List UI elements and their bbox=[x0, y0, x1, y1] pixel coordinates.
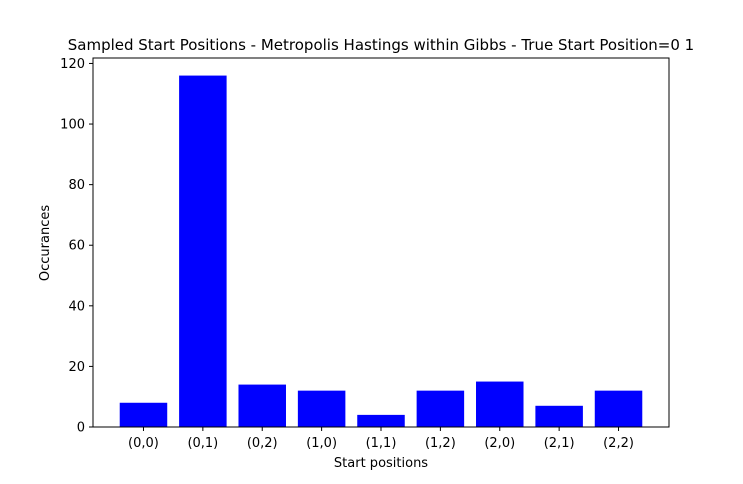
y-axis-label: Occurances bbox=[38, 205, 53, 281]
y-axis-ticks: 0 20 40 60 80 100 120 bbox=[60, 57, 93, 436]
bars-group bbox=[119, 75, 643, 428]
x-axis-ticks: (0,0) (0,1) (0,2) (1,0) (1,1) (1,2) (2,0) (2,1)… bbox=[128, 427, 634, 451]
chart-title: Sampled Start Positions - Metropolis Has… bbox=[68, 36, 694, 54]
y-tick-label: 100 bbox=[60, 118, 85, 133]
x-tick-label: (0,0) bbox=[128, 436, 159, 451]
bar-(2,1) bbox=[535, 405, 583, 427]
y-tick-label: 120 bbox=[60, 57, 85, 72]
y-tick-label: 20 bbox=[68, 360, 85, 375]
x-tick-label: (1,2) bbox=[425, 436, 456, 451]
x-tick-label: (0,2) bbox=[247, 436, 278, 451]
x-tick-label: (2,2) bbox=[603, 436, 634, 451]
bar-(2,2) bbox=[594, 390, 643, 427]
bar-(1,1) bbox=[357, 414, 405, 427]
y-tick-label: 40 bbox=[68, 299, 85, 314]
x-tick-label: (2,0) bbox=[484, 436, 515, 451]
bar-(1,0) bbox=[297, 390, 346, 427]
bar-(0,0) bbox=[119, 402, 168, 427]
x-tick-label: (1,0) bbox=[306, 436, 337, 451]
x-axis-label: Start positions bbox=[334, 456, 428, 471]
bar-(1,2) bbox=[416, 390, 465, 427]
y-tick-label: 0 bbox=[77, 421, 85, 436]
y-tick-label: 80 bbox=[68, 178, 85, 193]
x-tick-label: (2,1) bbox=[544, 436, 575, 451]
bar-(0,1) bbox=[179, 75, 227, 428]
bar-(0,2) bbox=[238, 384, 286, 427]
x-tick-label: (1,1) bbox=[366, 436, 397, 451]
y-tick-label: 60 bbox=[68, 239, 85, 254]
x-tick-label: (0,1) bbox=[187, 436, 218, 451]
plot-frame bbox=[92, 57, 670, 428]
bar-(2,0) bbox=[476, 381, 524, 427]
